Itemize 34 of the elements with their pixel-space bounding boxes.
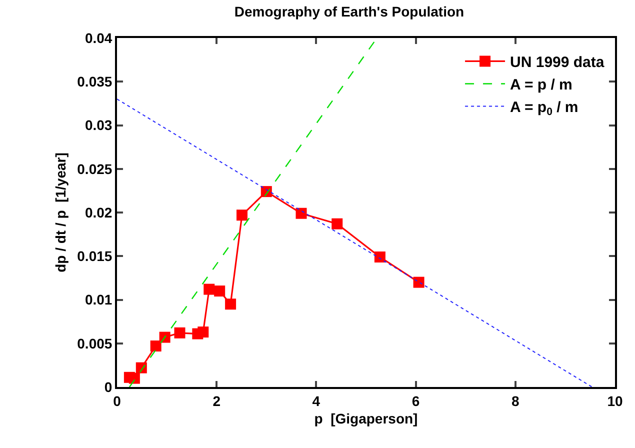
y-tick-label: 0.005 bbox=[77, 335, 112, 352]
x-tick-label: 6 bbox=[412, 392, 420, 409]
x-axis-title: p [Gigaperson] bbox=[314, 410, 418, 427]
y-tick-label: 0.015 bbox=[77, 248, 112, 264]
point bbox=[136, 362, 147, 374]
x-tick-label: 4 bbox=[312, 392, 320, 409]
point bbox=[128, 372, 140, 384]
y-tick-label: 0.03 bbox=[84, 117, 112, 134]
y-tick-label: 0.01 bbox=[84, 292, 112, 308]
point bbox=[374, 252, 386, 262]
x-tick-label: 8 bbox=[512, 392, 520, 409]
point bbox=[198, 326, 209, 338]
point bbox=[236, 210, 248, 221]
point bbox=[214, 286, 226, 297]
point bbox=[159, 332, 170, 343]
point bbox=[225, 298, 236, 310]
point bbox=[204, 284, 215, 295]
legend-label: UN 1999 data bbox=[510, 54, 605, 72]
legend-label: A = p / m bbox=[510, 76, 572, 94]
y-tick-label: 0 bbox=[104, 378, 112, 395]
point bbox=[150, 340, 162, 352]
y-tick-label: 0.02 bbox=[84, 204, 112, 220]
x-tick-label: 2 bbox=[212, 392, 221, 409]
point bbox=[296, 208, 307, 219]
y-tick-label: 0.025 bbox=[77, 160, 112, 177]
point bbox=[413, 276, 424, 288]
y-tick-label: 0.035 bbox=[77, 74, 112, 90]
point bbox=[332, 218, 343, 230]
y-axis-title: dp / dt / p [1/year] bbox=[52, 152, 68, 272]
point bbox=[174, 327, 186, 338]
legend-label: A = p$_{0}$ / m bbox=[510, 99, 578, 118]
chart-title: Demography of Earth's Population bbox=[234, 4, 464, 20]
x-tick-label: 10 bbox=[607, 392, 623, 409]
y-tick-label: 0.04 bbox=[84, 30, 112, 46]
